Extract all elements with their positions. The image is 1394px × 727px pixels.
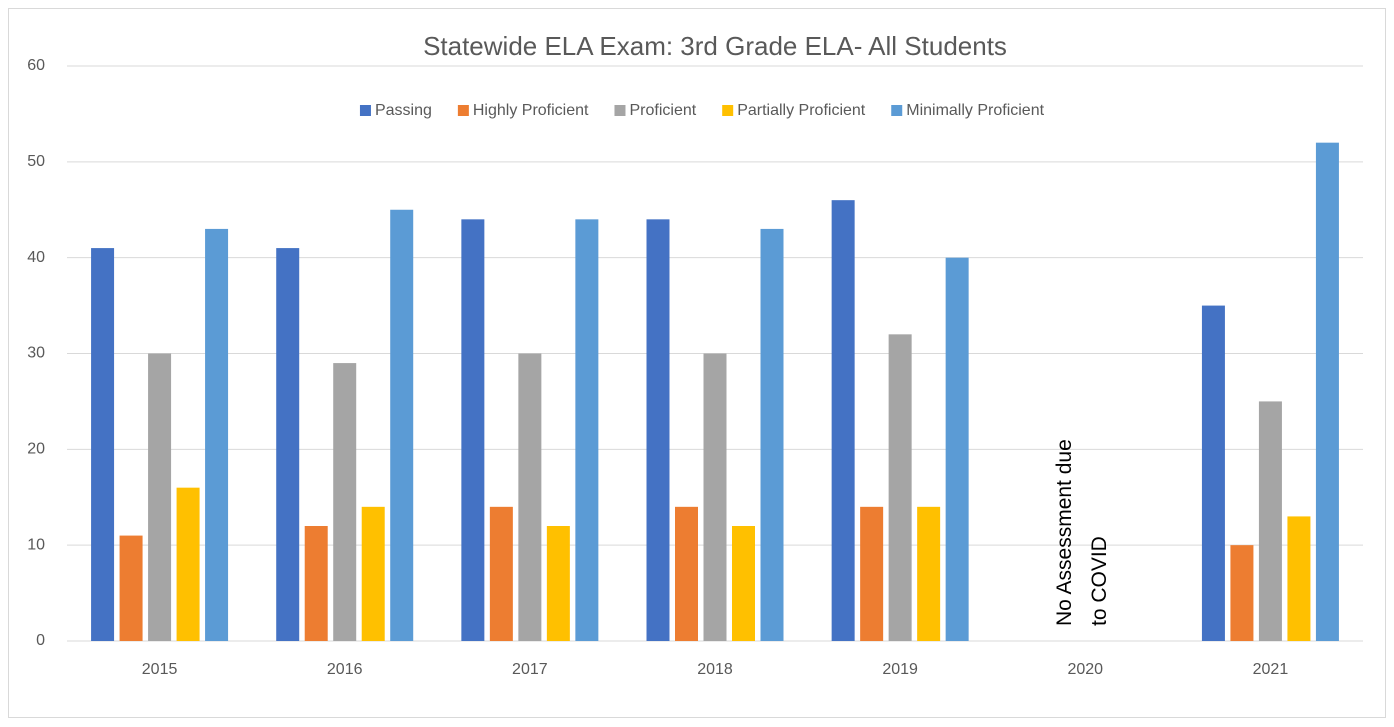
bar: [304, 526, 328, 641]
y-tick-label: 20: [27, 441, 45, 458]
y-tick-label: 40: [27, 249, 45, 266]
bar: [1258, 401, 1282, 641]
x-tick-label: 2019: [882, 661, 918, 678]
legend-label: Minimally Proficient: [906, 102, 1044, 119]
bar: [760, 228, 784, 641]
x-tick-label: 2015: [142, 661, 178, 678]
x-tick-label: 2016: [327, 661, 363, 678]
bar: [575, 219, 599, 642]
bar: [361, 506, 385, 641]
bar: [675, 506, 698, 641]
bar: [1201, 305, 1225, 641]
x-tick-label: 2018: [697, 661, 733, 678]
legend-label: Partially Proficient: [737, 102, 866, 119]
bar: [831, 200, 855, 641]
bar: [518, 353, 542, 641]
legend-label: Proficient: [629, 102, 696, 119]
bar: [1315, 142, 1339, 641]
bar: [461, 219, 485, 642]
bar: [917, 506, 941, 641]
y-tick-label: 60: [27, 57, 45, 74]
annotation: No Assessment due: [1053, 439, 1076, 626]
bar: [646, 219, 670, 642]
legend-swatch: [359, 105, 371, 116]
bar: [888, 334, 912, 641]
bar: [333, 363, 357, 641]
y-tick-label: 50: [27, 153, 45, 170]
bar: [945, 257, 969, 641]
bar: [276, 248, 300, 642]
bar: [205, 228, 229, 641]
bar: [1230, 545, 1254, 641]
annotation: to COVID: [1088, 536, 1111, 626]
legend-swatch: [891, 105, 903, 116]
bar: [119, 535, 143, 641]
legend-swatch: [722, 105, 734, 116]
bar: [176, 487, 200, 641]
y-tick-label: 30: [27, 345, 45, 362]
bar: [546, 526, 570, 641]
y-tick-label: 10: [27, 536, 45, 553]
legend-label: Passing: [375, 102, 432, 119]
bar: [1287, 516, 1311, 641]
y-tick-label: 0: [36, 632, 45, 649]
bar: [860, 506, 884, 641]
x-tick-label: 2021: [1253, 661, 1289, 678]
bar: [91, 248, 115, 642]
bar: [489, 506, 513, 641]
bar: [703, 353, 727, 641]
legend-swatch: [614, 105, 626, 116]
bar: [390, 209, 414, 641]
bar: [148, 353, 172, 641]
chart-title: Statewide ELA Exam: 3rd Grade ELA- All S…: [423, 31, 1007, 61]
legend-label: Highly Proficient: [473, 102, 589, 119]
legend-swatch: [457, 105, 469, 116]
x-tick-label: 2017: [512, 661, 548, 678]
x-tick-label: 2020: [1067, 661, 1103, 678]
bar: [732, 526, 755, 641]
